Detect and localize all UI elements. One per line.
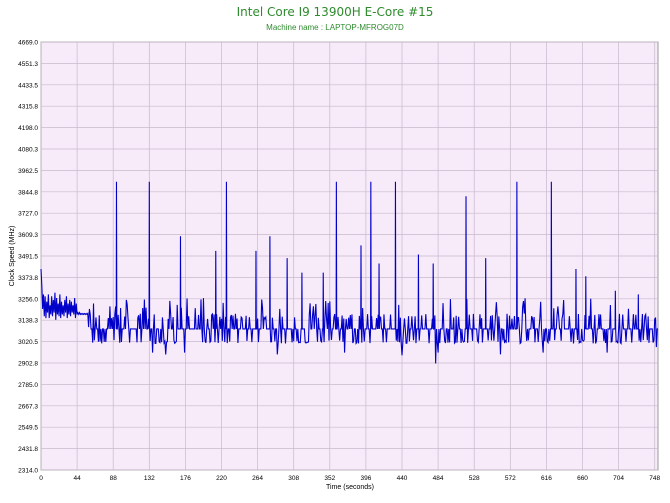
x-tick-label: 132 <box>144 475 155 482</box>
x-tick-label: 748 <box>649 475 660 482</box>
x-tick-label: 616 <box>541 475 552 482</box>
y-tick-label: 4080.3 <box>18 146 38 153</box>
y-tick-label: 3844.8 <box>18 189 38 196</box>
x-tick-label: 176 <box>180 475 191 482</box>
y-tick-label: 3962.5 <box>18 168 38 175</box>
y-tick-label: 4315.8 <box>18 104 38 111</box>
x-tick-label: 44 <box>73 475 81 482</box>
y-tick-label: 3727.0 <box>18 211 38 218</box>
x-tick-label: 0 <box>39 475 43 482</box>
y-tick-label: 4433.5 <box>18 82 38 89</box>
y-tick-label: 2785.0 <box>18 382 38 389</box>
y-tick-label: 2667.3 <box>18 403 38 410</box>
x-tick-label: 704 <box>613 475 624 482</box>
x-tick-label: 264 <box>252 475 263 482</box>
x-tick-label: 528 <box>469 475 480 482</box>
y-tick-label: 3020.5 <box>18 339 38 346</box>
y-tick-label: 3373.8 <box>18 275 38 282</box>
x-tick-label: 484 <box>433 475 444 482</box>
grid-lines <box>40 41 658 471</box>
series-line <box>40 181 658 364</box>
x-axis-label: Time (seconds) <box>326 484 374 491</box>
y-tick-label: 3256.0 <box>18 296 38 303</box>
y-axis-label: Clock Speed (MHz) <box>9 226 16 287</box>
x-tick-label: 572 <box>505 475 516 482</box>
y-tick-label: 3609.3 <box>18 232 38 239</box>
x-axis-ticks: 0 44 88 132 176 220 264 308 352 396 440 484 528 572 61… <box>39 475 660 482</box>
y-tick-label: 2549.5 <box>18 425 38 432</box>
y-tick-label: 4669.0 <box>18 40 38 47</box>
x-tick-label: 220 <box>216 475 227 482</box>
y-tick-label: 3138.3 <box>18 318 38 325</box>
x-tick-label: 660 <box>577 475 588 482</box>
chart-subtitle: Machine name : LAPTOP-MFROG07D <box>266 23 404 32</box>
y-tick-label: 3491.5 <box>18 254 38 261</box>
x-tick-label: 440 <box>397 475 408 482</box>
y-tick-label: 4198.0 <box>18 125 38 132</box>
x-tick-label: 352 <box>324 475 335 482</box>
y-tick-label: 2902.8 <box>18 360 38 367</box>
x-tick-label: 396 <box>360 475 371 482</box>
y-tick-label: 2314.0 <box>18 468 38 475</box>
y-tick-label: 2431.8 <box>18 446 38 453</box>
x-tick-label: 88 <box>110 475 118 482</box>
y-axis-ticks: 4669.0 4551.3 4433.5 4315.8 4198.0 4080.3 3962… <box>18 40 38 475</box>
chart-title: Intel Core I9 13900H E-Core #15 <box>237 5 434 19</box>
y-tick-label: 4551.3 <box>18 61 38 68</box>
x-tick-label: 308 <box>288 475 299 482</box>
